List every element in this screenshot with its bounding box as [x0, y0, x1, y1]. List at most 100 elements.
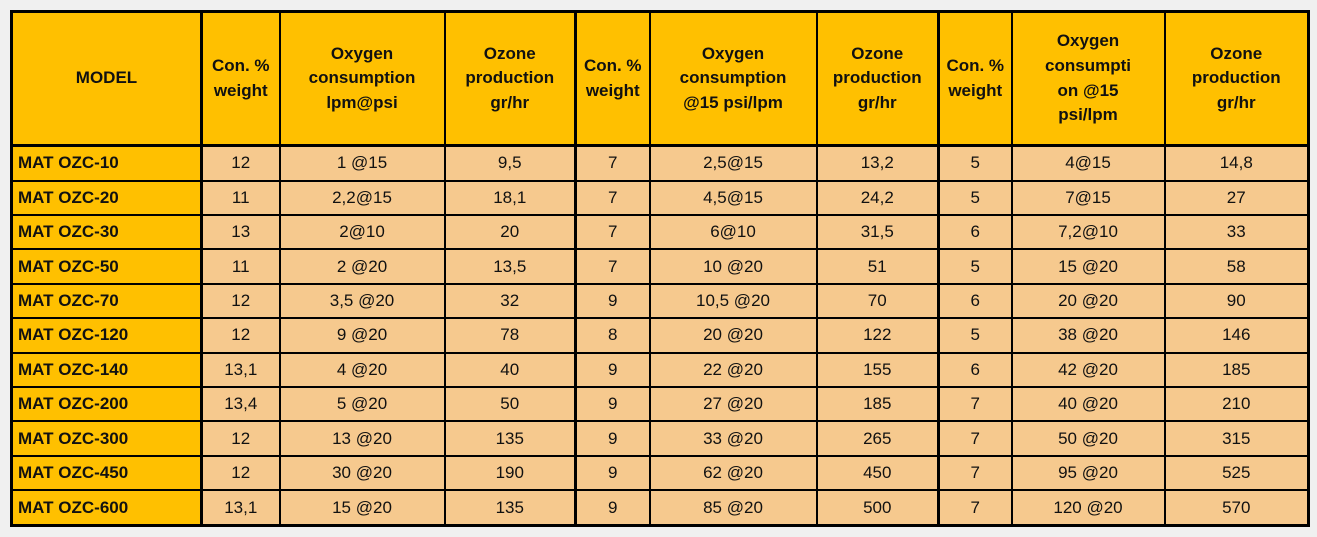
value-cell: 9 — [574, 386, 651, 423]
value-cell: 42 @20 — [1010, 351, 1166, 389]
value-cell: 14,8 — [1163, 144, 1310, 182]
value-cell: 6 — [937, 351, 1013, 389]
value-cell: 22 @20 — [648, 351, 818, 389]
value-cell: 5 @20 — [278, 386, 446, 423]
value-cell: 315 — [1163, 420, 1310, 457]
value-cell: 15 @20 — [1010, 248, 1166, 285]
value-cell: 20 — [443, 214, 577, 251]
model-name-cell: MAT OZC-70 — [10, 282, 203, 320]
value-cell: 7 — [574, 179, 651, 217]
ozone-generator-spec-table-wrap: MODEL Con. % weight Oxygen consumption l… — [10, 10, 1310, 527]
value-cell: 50 @20 — [1010, 420, 1166, 457]
value-cell: 13,5 — [443, 248, 577, 285]
table-row: MAT OZC-20 11 2,2@15 18,1 7 4,5@15 24,2 5 7@15 27 — [10, 179, 1310, 217]
table-row: MAT OZC-120 12 9 @20 78 8 20 @20 122 5 38 @20 146 — [10, 317, 1310, 354]
value-cell: 24,2 — [815, 179, 940, 217]
value-cell: 12 — [200, 317, 281, 354]
value-cell: 570 — [1163, 489, 1310, 527]
value-cell: 525 — [1163, 454, 1310, 492]
value-cell: 9 — [574, 454, 651, 492]
value-cell: 7,2@10 — [1010, 214, 1166, 251]
value-cell: 62 @20 — [648, 454, 818, 492]
value-cell: 95 @20 — [1010, 454, 1166, 492]
value-cell: 7 — [937, 386, 1013, 423]
model-name-cell: MAT OZC-450 — [10, 454, 203, 492]
value-cell: 7 — [574, 214, 651, 251]
column-header-con-weight-3: Con. % weight — [937, 10, 1013, 147]
value-cell: 5 — [937, 144, 1013, 182]
value-cell: 85 @20 — [648, 489, 818, 527]
value-cell: 31,5 — [815, 214, 940, 251]
value-cell: 27 @20 — [648, 386, 818, 423]
column-header-model: MODEL — [10, 10, 203, 147]
value-cell: 6 — [937, 282, 1013, 320]
value-cell: 9 — [574, 489, 651, 527]
column-header-ozone-production-2: Ozone production gr/hr — [815, 10, 940, 147]
model-name-cell: MAT OZC-10 — [10, 144, 203, 182]
table-row: MAT OZC-10 12 1 @15 9,5 7 2,5@15 13,2 5 4@15 14,8 — [10, 144, 1310, 182]
value-cell: 33 @20 — [648, 420, 818, 457]
table-header: MODEL Con. % weight Oxygen consumption l… — [10, 10, 1310, 147]
value-cell: 5 — [937, 179, 1013, 217]
model-name-cell: MAT OZC-600 — [10, 489, 203, 527]
value-cell: 11 — [200, 248, 281, 285]
value-cell: 7@15 — [1010, 179, 1166, 217]
value-cell: 7 — [574, 248, 651, 285]
column-header-ozone-production-3: Ozone production gr/hr — [1163, 10, 1310, 147]
value-cell: 58 — [1163, 248, 1310, 285]
value-cell: 210 — [1163, 386, 1310, 423]
value-cell: 6 — [937, 214, 1013, 251]
value-cell: 40 — [443, 351, 577, 389]
table-row: MAT OZC-450 12 30 @20 190 9 62 @20 450 7 95 @20 5… — [10, 454, 1310, 492]
value-cell: 90 — [1163, 282, 1310, 320]
value-cell: 9 — [574, 282, 651, 320]
value-cell: 13 — [200, 214, 281, 251]
value-cell: 2,5@15 — [648, 144, 818, 182]
value-cell: 11 — [200, 179, 281, 217]
value-cell: 4,5@15 — [648, 179, 818, 217]
value-cell: 7 — [937, 420, 1013, 457]
model-name-cell: MAT OZC-140 — [10, 351, 203, 389]
column-header-oxygen-consumption-3: Oxygen consumpti on @15 psi/lpm — [1010, 10, 1166, 147]
model-name-cell: MAT OZC-300 — [10, 420, 203, 457]
value-cell: 5 — [937, 317, 1013, 354]
value-cell: 70 — [815, 282, 940, 320]
value-cell: 12 — [200, 420, 281, 457]
value-cell: 12 — [200, 144, 281, 182]
value-cell: 13,2 — [815, 144, 940, 182]
value-cell: 12 — [200, 454, 281, 492]
column-header-con-weight-2: Con. % weight — [574, 10, 651, 147]
value-cell: 190 — [443, 454, 577, 492]
table-row: MAT OZC-600 13,1 15 @20 135 9 85 @20 500 7 120 @… — [10, 489, 1310, 527]
value-cell: 9,5 — [443, 144, 577, 182]
value-cell: 500 — [815, 489, 940, 527]
table-row: MAT OZC-70 12 3,5 @20 32 9 10,5 @20 70 6 20 @20 9… — [10, 282, 1310, 320]
value-cell: 18,1 — [443, 179, 577, 217]
value-cell: 13 @20 — [278, 420, 446, 457]
table-row: MAT OZC-200 13,4 5 @20 50 9 27 @20 185 7 40 @20 2… — [10, 386, 1310, 423]
column-header-ozone-production-1: Ozone production gr/hr — [443, 10, 577, 147]
value-cell: 265 — [815, 420, 940, 457]
value-cell: 6@10 — [648, 214, 818, 251]
value-cell: 13,4 — [200, 386, 281, 423]
value-cell: 27 — [1163, 179, 1310, 217]
value-cell: 33 — [1163, 214, 1310, 251]
value-cell: 9 @20 — [278, 317, 446, 354]
model-name-cell: MAT OZC-120 — [10, 317, 203, 354]
value-cell: 50 — [443, 386, 577, 423]
model-name-cell: MAT OZC-50 — [10, 248, 203, 285]
column-header-con-weight-1: Con. % weight — [200, 10, 281, 147]
table-body: MAT OZC-10 12 1 @15 9,5 7 2,5@15 13,2 5 4@15 14,8… — [10, 144, 1310, 527]
value-cell: 38 @20 — [1010, 317, 1166, 354]
value-cell: 12 — [200, 282, 281, 320]
value-cell: 10,5 @20 — [648, 282, 818, 320]
value-cell: 450 — [815, 454, 940, 492]
table-row: MAT OZC-30 13 2@10 20 7 6@10 31,5 6 7,2@10 33 — [10, 214, 1310, 251]
value-cell: 13,1 — [200, 351, 281, 389]
value-cell: 4 @20 — [278, 351, 446, 389]
value-cell: 7 — [937, 489, 1013, 527]
value-cell: 2,2@15 — [278, 179, 446, 217]
value-cell: 32 — [443, 282, 577, 320]
column-header-oxygen-consumption-1: Oxygen consumption lpm@psi — [278, 10, 446, 147]
value-cell: 2 @20 — [278, 248, 446, 285]
